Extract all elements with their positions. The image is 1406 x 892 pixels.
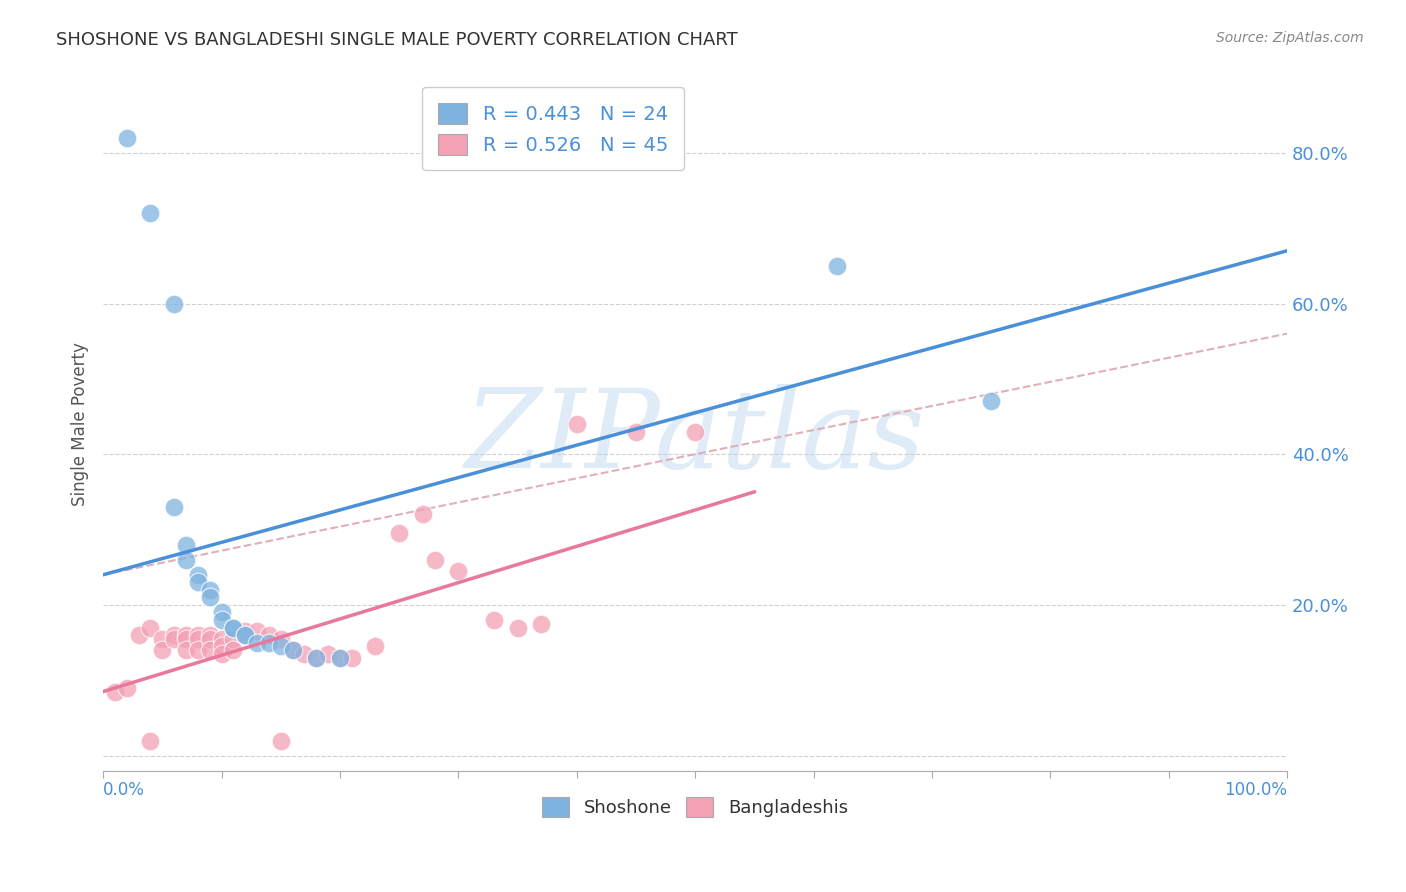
Point	[174, 538, 197, 552]
Point	[211, 613, 233, 627]
Point	[825, 259, 848, 273]
Point	[270, 733, 292, 747]
Point	[683, 425, 706, 439]
Point	[150, 643, 173, 657]
Text: SHOSHONE VS BANGLADESHI SINGLE MALE POVERTY CORRELATION CHART: SHOSHONE VS BANGLADESHI SINGLE MALE POVE…	[56, 31, 738, 49]
Point	[198, 591, 221, 605]
Point	[115, 681, 138, 695]
Text: 100.0%: 100.0%	[1225, 780, 1286, 798]
Point	[174, 628, 197, 642]
Point	[233, 628, 256, 642]
Y-axis label: Single Male Poverty: Single Male Poverty	[72, 343, 89, 506]
Point	[198, 628, 221, 642]
Point	[270, 632, 292, 646]
Point	[187, 567, 209, 582]
Point	[980, 394, 1002, 409]
Point	[281, 643, 304, 657]
Point	[198, 582, 221, 597]
Point	[187, 628, 209, 642]
Point	[187, 632, 209, 646]
Point	[150, 632, 173, 646]
Point	[482, 613, 505, 627]
Legend: Shoshone, Bangladeshis: Shoshone, Bangladeshis	[536, 789, 855, 824]
Point	[423, 552, 446, 566]
Point	[412, 508, 434, 522]
Point	[316, 647, 339, 661]
Point	[139, 733, 162, 747]
Point	[211, 640, 233, 654]
Point	[257, 628, 280, 642]
Point	[305, 650, 328, 665]
Point	[163, 500, 186, 514]
Point	[246, 624, 269, 639]
Point	[257, 635, 280, 649]
Point	[294, 647, 316, 661]
Point	[329, 650, 352, 665]
Point	[222, 620, 245, 634]
Point	[246, 635, 269, 649]
Point	[198, 632, 221, 646]
Point	[174, 552, 197, 566]
Point	[340, 650, 363, 665]
Point	[624, 425, 647, 439]
Point	[211, 606, 233, 620]
Point	[187, 575, 209, 590]
Point	[128, 628, 150, 642]
Point	[506, 620, 529, 634]
Point	[163, 296, 186, 310]
Point	[187, 643, 209, 657]
Point	[222, 620, 245, 634]
Point	[305, 650, 328, 665]
Point	[388, 526, 411, 541]
Point	[174, 632, 197, 646]
Point	[163, 632, 186, 646]
Point	[281, 643, 304, 657]
Point	[222, 643, 245, 657]
Point	[222, 632, 245, 646]
Point	[270, 640, 292, 654]
Point	[211, 632, 233, 646]
Point	[104, 684, 127, 698]
Point	[447, 564, 470, 578]
Point	[233, 628, 256, 642]
Point	[163, 628, 186, 642]
Point	[139, 620, 162, 634]
Point	[115, 130, 138, 145]
Point	[211, 647, 233, 661]
Text: 0.0%: 0.0%	[103, 780, 145, 798]
Point	[565, 417, 588, 431]
Point	[329, 650, 352, 665]
Text: Source: ZipAtlas.com: Source: ZipAtlas.com	[1216, 31, 1364, 45]
Point	[174, 643, 197, 657]
Point	[139, 206, 162, 220]
Point	[364, 640, 387, 654]
Point	[233, 624, 256, 639]
Point	[198, 643, 221, 657]
Point	[530, 616, 553, 631]
Text: ZIPatlas: ZIPatlas	[465, 384, 925, 491]
